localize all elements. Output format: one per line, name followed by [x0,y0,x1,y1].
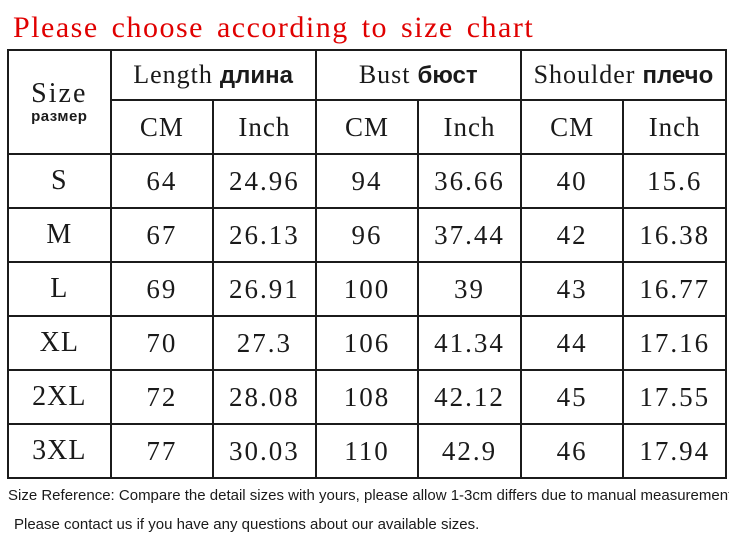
group-label-en: Shoulder [533,60,636,89]
value-cell: 43 [519,261,625,317]
value-cell: 24.96 [212,153,317,209]
value-cell: 37.44 [417,207,522,263]
value-cell: 41.34 [417,315,522,371]
value-cell: 70 [109,315,215,371]
unit-header-bust-inch: Inch [417,99,522,155]
size-cell: S [7,153,112,209]
value-cell: 42.9 [417,423,522,479]
value-cell: 67 [109,207,215,263]
size-reference-note: Size Reference: Compare the detail sizes… [8,487,729,504]
group-label-en: Bust [358,60,411,89]
group-header-row: Size размер Length длина Bust бюст Shoulde… [7,49,728,155]
unit-header-length-inch: Inch [212,99,317,155]
table-row: 3XL 77 30.03 110 42.9 46 17.94 [7,423,727,479]
value-cell: 36.66 [417,153,522,209]
value-cell: 28.08 [212,369,317,425]
unit-header-shoulder-inch: Inch [622,99,727,155]
contact-note: Please contact us if you have any questi… [14,516,480,533]
unit-header-row: CM Inch CM Inch CM Inch [8,99,727,155]
group-label-ru: длина [219,62,293,89]
table-row: 2XL 72 28.08 108 42.12 45 17.55 [7,369,727,425]
table-row: M 67 26.13 96 37.44 42 16.38 [7,207,727,263]
size-chart-table: Size размер Length длина Bust бюст Shoulde… [7,49,728,479]
value-cell: 46 [519,423,625,479]
group-label-ru: плечо [642,62,714,89]
value-cell: 16.38 [622,207,727,263]
value-cell: 26.91 [212,261,317,317]
unit-header-bust-cm: CM [314,99,420,155]
value-cell: 27.3 [212,315,317,371]
size-header-en: Size [31,77,88,109]
value-cell: 42 [519,207,625,263]
size-cell: M [7,207,112,263]
size-cell: 3XL [7,423,112,479]
table-row: L 69 26.91 100 39 43 16.77 [7,261,727,317]
unit-header-length-cm: CM [109,99,215,155]
value-cell: 94 [314,153,420,209]
value-cell: 108 [314,369,420,425]
size-header-ru: размер [31,108,88,126]
value-cell: 30.03 [212,423,317,479]
value-cell: 39 [417,261,522,317]
value-cell: 45 [519,369,625,425]
table-row: XL 70 27.3 106 41.34 44 17.16 [7,315,727,371]
value-cell: 106 [314,315,420,371]
value-cell: 44 [519,315,625,371]
value-cell: 17.55 [622,369,727,425]
page-title: Please choose according to size chart [13,11,535,44]
size-cell: XL [7,315,112,371]
unit-header-shoulder-cm: CM [519,99,625,155]
value-cell: 77 [109,423,215,479]
size-header-cell: Size размер [7,49,112,155]
value-cell: 17.16 [622,315,727,371]
value-cell: 100 [314,261,420,317]
size-cell: L [7,261,112,317]
value-cell: 17.94 [622,423,727,479]
group-label-ru: бюст [417,62,478,89]
size-cell: 2XL [7,369,112,425]
value-cell: 72 [109,369,215,425]
group-label-en: Length [133,60,213,89]
size-chart-page: Please choose according to size chart Si… [0,11,729,560]
value-cell: 40 [519,153,625,209]
group-header-shoulder: Shoulder плечо [519,49,728,101]
value-cell: 110 [314,423,420,479]
value-cell: 64 [109,153,215,209]
table-row: S 64 24.96 94 36.66 40 15.6 [7,153,727,209]
value-cell: 26.13 [212,207,317,263]
value-cell: 15.6 [622,153,727,209]
value-cell: 16.77 [622,261,727,317]
group-header-length: Length длина [109,49,317,101]
value-cell: 96 [314,207,420,263]
value-cell: 42.12 [417,369,522,425]
value-cell: 69 [109,261,215,317]
group-header-bust: Bust бюст [314,49,522,101]
